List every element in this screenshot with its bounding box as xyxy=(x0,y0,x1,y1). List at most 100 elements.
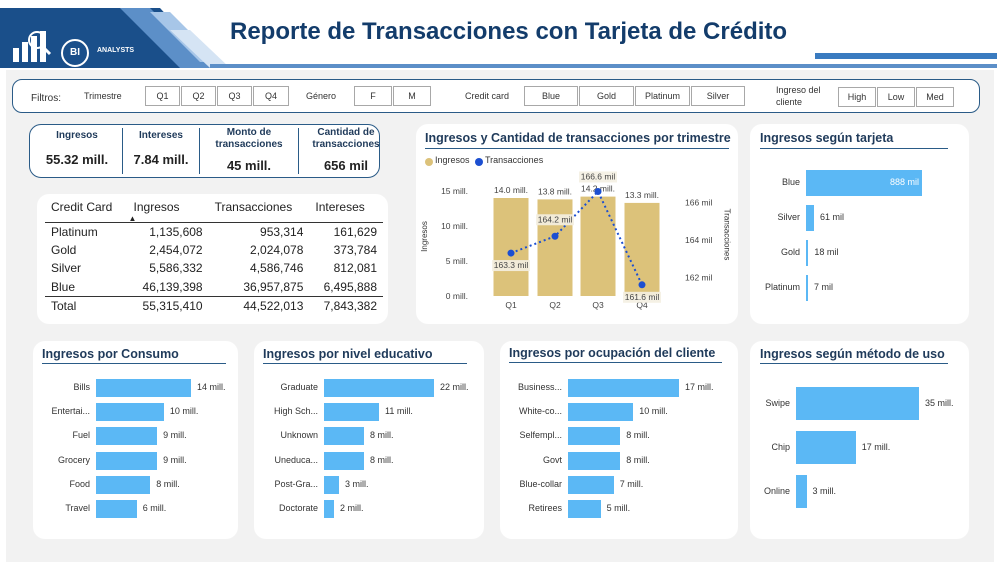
y-tick-label: 0 mill. xyxy=(446,291,468,301)
line-value-label: 166.6 mil xyxy=(581,171,616,181)
filter-q2-button[interactable]: Q2 xyxy=(181,86,216,106)
bar[interactable] xyxy=(568,475,614,494)
bar-value-label: 13.3 mill. xyxy=(625,190,659,200)
bar[interactable] xyxy=(806,275,808,301)
table-cell: 44,522,013 xyxy=(208,295,310,316)
column-header-intereses[interactable]: Intereses xyxy=(309,200,383,223)
table-total-row: Total 55,315,410 44,522,013 7,843,382 xyxy=(45,295,383,316)
filter-platinum-button[interactable]: Platinum xyxy=(635,86,690,106)
table-cell: 953,314 xyxy=(260,224,304,239)
bar[interactable] xyxy=(796,431,856,464)
line-point xyxy=(638,281,646,289)
bar-value-label: 9 mill. xyxy=(163,430,187,441)
line-label-background xyxy=(492,260,530,272)
bar[interactable] xyxy=(796,387,919,420)
bar-value-label: 8 mill. xyxy=(626,454,650,465)
bar-value-label: 17 mill. xyxy=(685,382,714,392)
bar[interactable] xyxy=(568,403,634,422)
bar[interactable] xyxy=(806,240,809,266)
kpi-ingresos-value: 55.32 mill. xyxy=(45,152,109,167)
kpi-intereses-value: 7.84 mill. xyxy=(133,152,189,167)
table-cell: 2,454,072 xyxy=(149,242,203,257)
filter-q4-button[interactable]: Q4 xyxy=(253,86,289,106)
filter-q3-button[interactable]: Q3 xyxy=(217,86,252,106)
bar-value-label: 10 mill. xyxy=(169,406,199,417)
bar[interactable] xyxy=(324,500,334,518)
bar[interactable] xyxy=(568,427,621,446)
bar[interactable] xyxy=(324,403,379,422)
genero-label: Género xyxy=(306,91,337,101)
bar-value-label: 22 mill. xyxy=(440,382,469,392)
table-cell: 36,957,875 xyxy=(243,279,304,294)
table-cell: Total xyxy=(45,295,128,316)
filter-blue-button[interactable]: Blue xyxy=(524,86,578,106)
bar-category-label: Unknown xyxy=(280,430,318,441)
bar-category-label: Uneduca... xyxy=(274,454,318,465)
line-point xyxy=(594,187,602,195)
filter-silver-button[interactable]: Silver xyxy=(691,86,745,106)
line-label-background xyxy=(623,291,661,303)
bar[interactable] xyxy=(96,379,191,397)
bar[interactable] xyxy=(96,500,137,518)
bar xyxy=(493,198,529,296)
bar-category-label: Bills xyxy=(73,382,90,392)
bar-category-label: Selfempl... xyxy=(519,430,562,441)
column-header-ingresos[interactable]: Ingresos ▲ xyxy=(127,200,209,223)
kpi-divider xyxy=(199,128,200,174)
bar-category-label: Food xyxy=(69,478,90,489)
educativo-chart: Graduate 22 mill. High Sch... 11 mill. Unkno… xyxy=(254,375,484,525)
bar-value-label: 17 mill. xyxy=(861,441,891,452)
bar[interactable] xyxy=(324,427,364,446)
bar-category-label: Entertai... xyxy=(51,406,90,417)
line-point xyxy=(507,249,515,257)
educativo-chart-title-rule xyxy=(263,363,467,364)
column-header-transacciones[interactable]: Transacciones xyxy=(208,200,310,223)
bar[interactable] xyxy=(96,427,158,446)
bar-value-label: 9 mill. xyxy=(163,454,187,465)
line-label-background xyxy=(579,171,617,183)
bar-category-label: Swipe xyxy=(765,397,790,408)
tarjeta-chart-title: Ingresos según tarjeta xyxy=(760,131,894,145)
bar[interactable] xyxy=(96,451,158,470)
bar[interactable] xyxy=(96,475,151,494)
bar xyxy=(580,196,616,296)
table-cell: 4,586,746 xyxy=(250,261,304,276)
table-cell: 46,139,398 xyxy=(142,279,203,294)
bar-category-label: Govt xyxy=(542,454,562,465)
bar[interactable] xyxy=(324,451,364,470)
filter-f-button[interactable]: F xyxy=(354,86,392,106)
bar[interactable] xyxy=(568,379,679,397)
tarjeta-chart: Blue 888 mil Silver 61 mil Gold 18 mil Platinu… xyxy=(750,160,969,310)
bar[interactable] xyxy=(568,500,601,518)
bar-value-label: 13.8 mill. xyxy=(538,186,572,196)
filter-low-button[interactable]: Low xyxy=(877,87,915,107)
filter-high-button[interactable]: High xyxy=(838,87,876,107)
table-cell: 373,784 xyxy=(333,242,377,257)
consumo-chart: Bills 14 mill. Entertai... 10 mill. Fuel 9 mi… xyxy=(33,375,238,525)
bar[interactable] xyxy=(324,475,339,494)
y-tick-label: 15 mill. xyxy=(441,186,468,196)
bar[interactable] xyxy=(568,451,621,470)
table-cell: Blue xyxy=(51,279,76,294)
filter-q1-button[interactable]: Q1 xyxy=(145,86,180,106)
filter-m-button[interactable]: M xyxy=(393,86,431,106)
column-header-credit-card[interactable]: Credit Card xyxy=(45,200,128,223)
bar-category-label: Silver xyxy=(777,212,800,222)
table-row: Silver 5,586,332 4,586,746 812,081 xyxy=(45,259,383,278)
bar[interactable] xyxy=(324,379,434,397)
line-label-background xyxy=(536,214,574,226)
table-cell: Silver xyxy=(51,261,82,276)
bar-category-label: Online xyxy=(763,485,790,496)
bar[interactable] xyxy=(806,170,922,196)
kpi-cantidad-value: 656 mil xyxy=(323,158,369,173)
filter-gold-button[interactable]: Gold xyxy=(579,86,634,106)
bar[interactable] xyxy=(96,403,164,422)
bar[interactable] xyxy=(796,475,807,508)
bar[interactable] xyxy=(806,205,814,231)
bar-category-label: White-co... xyxy=(518,406,562,417)
bar-category-label: Travel xyxy=(65,503,90,513)
legend-transacciones-swatch xyxy=(475,158,483,166)
bar-value-label: 888 mil xyxy=(890,177,920,187)
filter-med-button[interactable]: Med xyxy=(916,87,954,107)
kpi-monto-label: Monto de transacciones xyxy=(215,127,283,150)
